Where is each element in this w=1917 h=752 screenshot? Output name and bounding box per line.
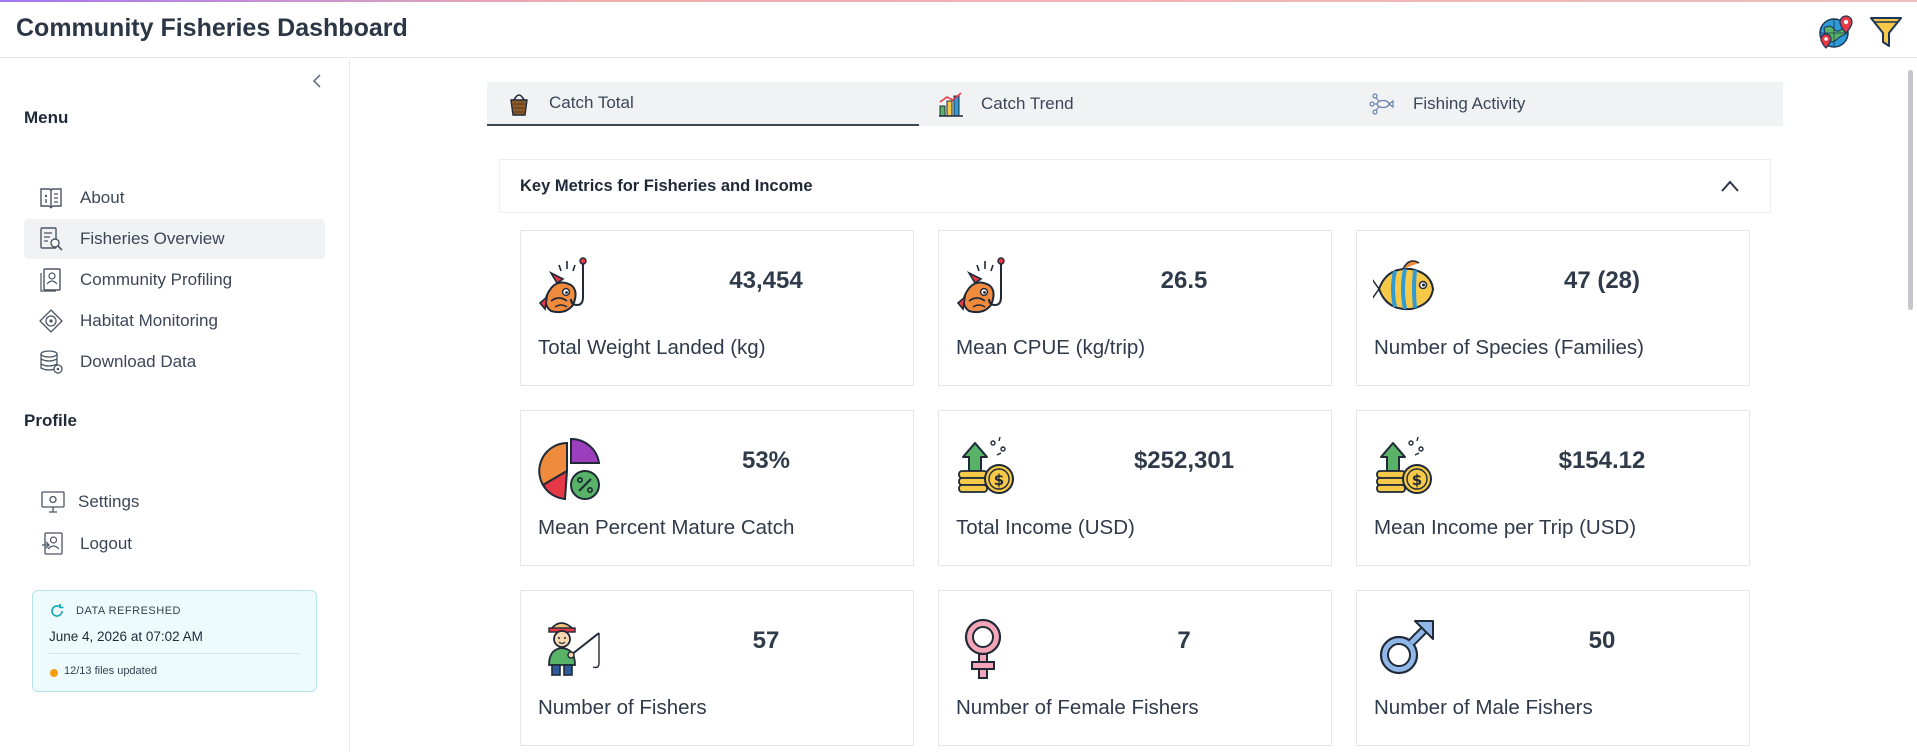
- tab-label: Catch Total: [549, 93, 634, 112]
- book-info-icon: [38, 185, 64, 211]
- sidebar-item-about[interactable]: About: [24, 178, 325, 218]
- status-dot: [50, 669, 58, 677]
- database-gear-icon: [38, 349, 64, 375]
- sidebar-item-label: Community Profiling: [80, 270, 233, 289]
- metric-card-number-of-fishers: 57 Number of Fishers: [520, 590, 914, 746]
- metric-label: Mean CPUE (kg/trip): [956, 336, 1146, 359]
- basket-icon: [505, 89, 533, 117]
- community-document-icon: [38, 267, 64, 293]
- document-search-icon: [38, 226, 64, 252]
- metric-label: Total Weight Landed (kg): [538, 336, 766, 359]
- collapse-sidebar-chevron-icon[interactable]: [306, 69, 330, 93]
- metric-value: 7: [1177, 627, 1191, 654]
- top-accent-line: [0, 0, 1917, 2]
- metric-card-mean-cpue: 26.5 Mean CPUE (kg/trip): [938, 230, 1332, 386]
- metric-label: Number of Male Fishers: [1374, 696, 1593, 719]
- fisher-icon: [537, 615, 603, 681]
- metric-card-number-of-species: 47 (28) Number of Species (Families): [1356, 230, 1750, 386]
- metric-value: 43,454: [729, 267, 803, 294]
- fish-network-icon: [1369, 90, 1397, 118]
- app-title: Community Fisheries Dashboard: [16, 14, 408, 42]
- sidebar-item-label: Habitat Monitoring: [80, 311, 218, 330]
- habitat-target-icon: [38, 308, 64, 334]
- metric-value: $252,301: [1133, 447, 1235, 474]
- tab-catch-total[interactable]: Catch Total: [487, 82, 919, 126]
- settings-monitor-icon: [40, 489, 66, 515]
- key-metrics-title: Key Metrics for Fisheries and Income: [520, 177, 813, 195]
- fish-hook-icon: [955, 255, 1021, 321]
- metric-label: Number of Species (Families): [1374, 336, 1644, 359]
- globe-location-icon[interactable]: [1816, 12, 1856, 52]
- sidebar-item-settings[interactable]: Settings: [24, 482, 325, 522]
- page-scrollbar[interactable]: [1908, 70, 1913, 310]
- filter-icon[interactable]: [1866, 12, 1906, 52]
- metric-card-total-weight: 43,454 Total Weight Landed (kg): [520, 230, 914, 386]
- sidebar-item-label: Settings: [78, 492, 140, 511]
- metric-card-total-income: $252,301 Total Income (USD): [938, 410, 1332, 566]
- metric-card-female-fishers: 7 Number of Female Fishers: [938, 590, 1332, 746]
- pie-percent-icon: [537, 435, 603, 501]
- metric-value: 53%: [741, 447, 791, 474]
- metric-value: 47 (28): [1563, 267, 1641, 294]
- menu-section-label: Menu: [24, 108, 69, 127]
- metric-value: $154.12: [1558, 447, 1646, 474]
- metric-card-mean-percent-mature: 53% Mean Percent Mature Catch: [520, 410, 914, 566]
- data-refreshed-panel: DATA REFRESHED June 4, 2026 at 07:02 AM …: [32, 590, 317, 692]
- male-symbol-icon: [1373, 615, 1439, 681]
- tab-catch-trend[interactable]: Catch Trend: [919, 82, 1351, 126]
- tropical-fish-icon: [1373, 255, 1439, 321]
- metric-value: 50: [1588, 627, 1616, 654]
- tab-fishing-activity[interactable]: Fishing Activity: [1351, 82, 1783, 126]
- sidebar-item-community-profiling[interactable]: Community Profiling: [24, 260, 325, 300]
- sidebar-item-download-data[interactable]: Download Data: [24, 342, 325, 382]
- metric-label: Mean Percent Mature Catch: [538, 516, 795, 539]
- sidebar: Menu About Fisheries Overview Community …: [0, 59, 350, 752]
- coins-growth-icon: [955, 435, 1021, 501]
- sidebar-item-logout[interactable]: Logout: [24, 524, 325, 564]
- refresh-title: DATA REFRESHED: [76, 605, 181, 617]
- female-symbol-icon: [955, 615, 1021, 681]
- metric-label: Number of Female Fishers: [956, 696, 1199, 719]
- tab-label: Catch Trend: [981, 94, 1074, 113]
- metric-card-mean-income-per-trip: $154.12 Mean Income per Trip (USD): [1356, 410, 1750, 566]
- metric-label: Number of Fishers: [538, 696, 707, 719]
- bar-chart-icon: [937, 90, 965, 118]
- profile-section-label: Profile: [24, 411, 77, 430]
- sidebar-item-habitat-monitoring[interactable]: Habitat Monitoring: [24, 301, 325, 341]
- metric-label: Total Income (USD): [956, 516, 1135, 539]
- coins-growth-icon: [1373, 435, 1439, 501]
- metric-value: 57: [752, 627, 780, 654]
- metric-value: 26.5: [1160, 267, 1208, 294]
- tab-bar: Catch Total Catch Trend Fishing Activity: [487, 82, 1783, 126]
- sidebar-item-label: Download Data: [80, 352, 197, 371]
- logout-icon: [40, 531, 66, 557]
- sidebar-item-label: Fisheries Overview: [80, 229, 225, 248]
- refresh-icon: [49, 603, 65, 619]
- sidebar-item-fisheries-overview[interactable]: Fisheries Overview: [24, 219, 325, 259]
- refresh-files-status: 12/13 files updated: [64, 665, 157, 677]
- tab-label: Fishing Activity: [1413, 94, 1526, 113]
- chevron-up-icon: [1720, 178, 1740, 194]
- fish-hook-icon: [537, 255, 603, 321]
- metric-label: Mean Income per Trip (USD): [1374, 516, 1637, 539]
- divider: [49, 653, 300, 654]
- app-header: Community Fisheries Dashboard: [0, 2, 1917, 58]
- sidebar-item-label: About: [80, 188, 125, 207]
- key-metrics-accordion-header[interactable]: Key Metrics for Fisheries and Income: [499, 159, 1771, 213]
- sidebar-item-label: Logout: [80, 534, 132, 553]
- metric-card-male-fishers: 50 Number of Male Fishers: [1356, 590, 1750, 746]
- refresh-date: June 4, 2026 at 07:02 AM: [49, 629, 203, 644]
